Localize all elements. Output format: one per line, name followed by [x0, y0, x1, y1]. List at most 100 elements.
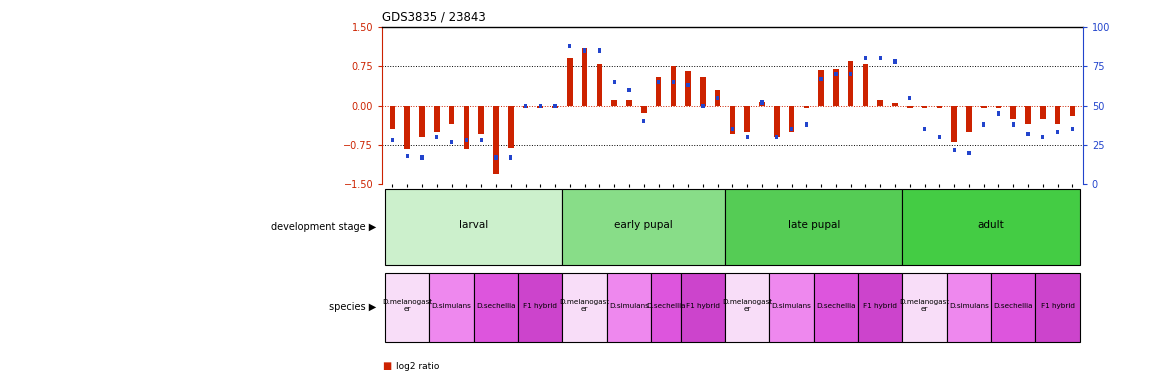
Bar	[716, 96, 719, 100]
Text: D.simulans: D.simulans	[771, 303, 812, 309]
Bar	[922, 106, 928, 108]
Text: D.sechellia: D.sechellia	[646, 303, 686, 309]
FancyBboxPatch shape	[386, 273, 430, 342]
FancyBboxPatch shape	[681, 273, 725, 342]
Bar	[790, 127, 793, 131]
Bar	[494, 156, 498, 160]
Bar	[833, 69, 838, 106]
Bar	[1071, 127, 1073, 131]
Bar	[670, 66, 676, 106]
Bar	[449, 106, 454, 124]
Bar	[953, 147, 955, 152]
Bar	[820, 77, 822, 81]
Bar	[1041, 135, 1045, 139]
Bar	[510, 156, 512, 160]
Bar	[640, 106, 646, 114]
Bar	[1070, 106, 1075, 116]
Bar	[596, 64, 602, 106]
Bar	[996, 106, 1002, 108]
Text: log2 ratio: log2 ratio	[396, 362, 439, 371]
Bar	[774, 106, 779, 137]
Bar	[567, 58, 573, 106]
Text: D.melanogast
er: D.melanogast er	[900, 299, 950, 312]
Bar	[655, 77, 661, 106]
Bar	[1012, 122, 1014, 127]
Bar	[657, 80, 660, 84]
Bar	[613, 80, 616, 84]
Bar	[611, 100, 617, 106]
Bar	[687, 83, 690, 87]
Text: D.simulans: D.simulans	[950, 303, 989, 309]
Bar	[405, 154, 409, 158]
Bar	[849, 72, 852, 76]
Text: GDS3835 / 23843: GDS3835 / 23843	[382, 10, 486, 23]
Bar	[714, 90, 720, 106]
FancyBboxPatch shape	[814, 273, 858, 342]
Text: ■: ■	[382, 361, 391, 371]
Bar	[420, 156, 424, 160]
FancyBboxPatch shape	[607, 273, 651, 342]
Text: D.melanogast
er: D.melanogast er	[382, 299, 432, 312]
Bar	[908, 96, 911, 100]
Bar	[569, 44, 572, 48]
Text: D.sechellia: D.sechellia	[816, 303, 856, 309]
Bar	[761, 100, 763, 104]
Text: late pupal: late pupal	[787, 220, 840, 230]
FancyBboxPatch shape	[518, 273, 563, 342]
Bar	[966, 106, 972, 132]
Text: F1 hybrid: F1 hybrid	[686, 303, 720, 309]
FancyBboxPatch shape	[991, 273, 1035, 342]
Text: D.melanogast
er: D.melanogast er	[559, 299, 610, 312]
FancyBboxPatch shape	[651, 273, 681, 342]
Bar	[643, 119, 645, 123]
Text: F1 hybrid: F1 hybrid	[523, 303, 557, 309]
Bar	[997, 111, 1001, 116]
Bar	[878, 100, 884, 106]
Bar	[686, 71, 691, 106]
Bar	[879, 56, 882, 60]
FancyBboxPatch shape	[902, 273, 947, 342]
Text: D.simulans: D.simulans	[432, 303, 471, 309]
Bar	[938, 135, 941, 139]
Text: D.simulans: D.simulans	[609, 303, 648, 309]
Bar	[672, 80, 675, 84]
Text: D.melanogast
er: D.melanogast er	[723, 299, 772, 312]
Bar	[434, 106, 440, 132]
Bar	[804, 106, 809, 108]
Text: adult: adult	[977, 220, 1004, 230]
Bar	[508, 106, 513, 147]
Bar	[581, 48, 587, 106]
Bar	[538, 104, 542, 108]
Bar	[893, 60, 896, 64]
Text: larval: larval	[460, 220, 489, 230]
Bar	[730, 106, 735, 134]
FancyBboxPatch shape	[430, 273, 474, 342]
Text: species ▶: species ▶	[329, 302, 376, 312]
Bar	[981, 106, 987, 108]
Bar	[923, 127, 926, 131]
Bar	[598, 48, 601, 53]
Bar	[864, 56, 867, 60]
Bar	[952, 106, 957, 142]
Bar	[982, 122, 985, 127]
Bar	[805, 122, 808, 127]
Bar	[967, 151, 970, 155]
Text: D.sechellia: D.sechellia	[476, 303, 515, 309]
Bar	[479, 138, 483, 142]
FancyBboxPatch shape	[858, 273, 902, 342]
FancyBboxPatch shape	[386, 189, 563, 265]
Bar	[493, 106, 499, 174]
Bar	[435, 135, 439, 139]
Bar	[419, 106, 425, 137]
Bar	[746, 135, 749, 139]
Bar	[745, 106, 750, 132]
FancyBboxPatch shape	[1035, 273, 1079, 342]
Bar	[537, 106, 543, 108]
Bar	[404, 106, 410, 149]
Text: F1 hybrid: F1 hybrid	[863, 303, 897, 309]
Text: early pupal: early pupal	[615, 220, 673, 230]
FancyBboxPatch shape	[474, 273, 518, 342]
Text: F1 hybrid: F1 hybrid	[1041, 303, 1075, 309]
Bar	[463, 106, 469, 149]
Bar	[464, 138, 468, 142]
